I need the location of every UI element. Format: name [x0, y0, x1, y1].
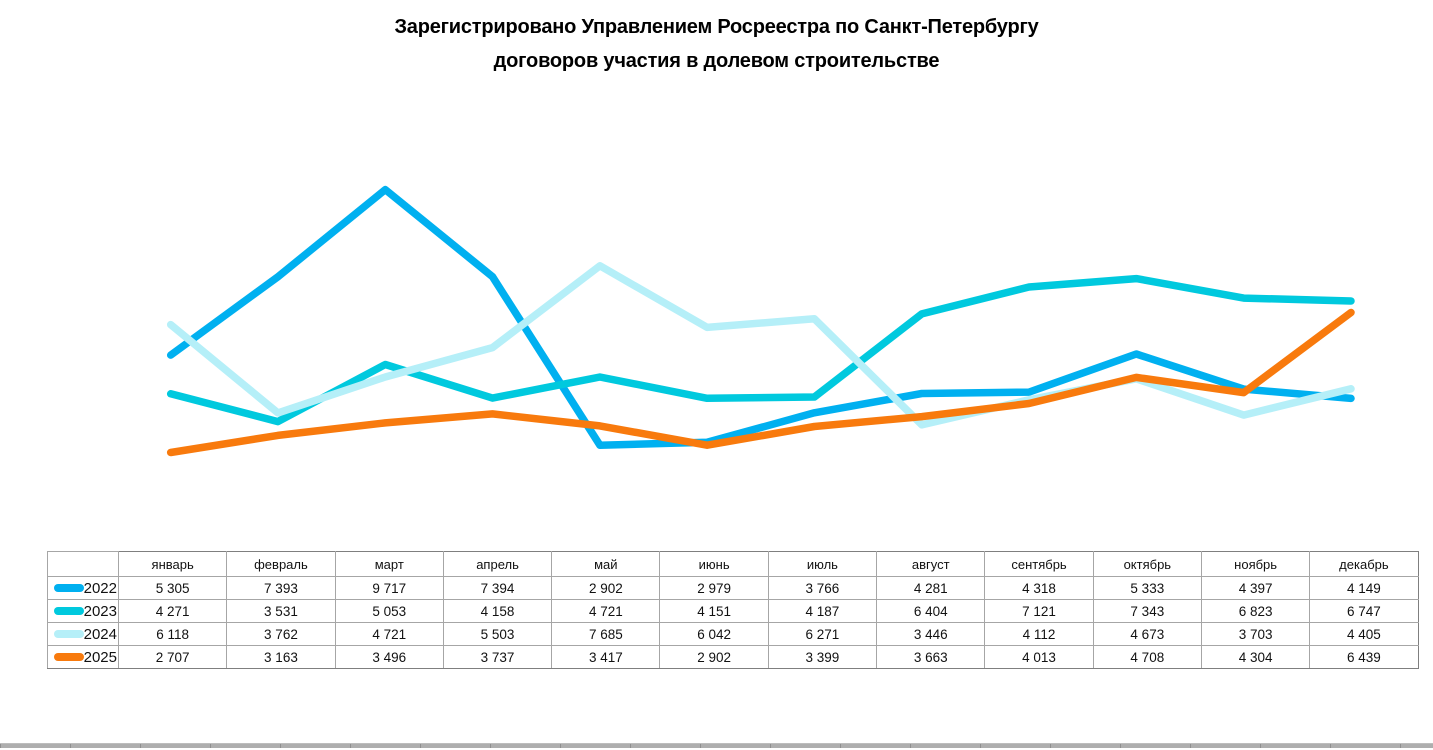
series-swatch-icon: [53, 607, 84, 615]
value-cell: 7 393: [226, 576, 336, 600]
legend-entry: 2023: [49, 602, 118, 620]
value-cell: 3 531: [226, 599, 336, 623]
value-cell: 9 717: [334, 576, 444, 600]
series-year-label: 2022: [83, 579, 117, 597]
month-header-cell: март: [334, 551, 444, 577]
month-header-cell: февраль: [226, 551, 336, 577]
series-year-label: 2023: [83, 602, 117, 620]
value-cell: 2 902: [659, 645, 769, 669]
value-cell: 4 708: [1092, 645, 1202, 669]
month-header-cell: апрель: [442, 551, 553, 577]
value-cell: 3 737: [442, 645, 553, 669]
value-cell: 6 823: [1200, 599, 1311, 623]
month-header-cell: октябрь: [1092, 551, 1202, 577]
series-year-label: 2024: [83, 625, 117, 643]
legend-cell-2022: 2022: [47, 576, 119, 600]
value-cell: 2 902: [551, 576, 661, 600]
month-header-cell: май: [551, 551, 661, 577]
series-swatch-icon: [53, 653, 84, 661]
value-cell: 3 399: [767, 645, 878, 669]
bottom-edge-strip: [0, 743, 1433, 748]
value-cell: 4 187: [767, 599, 878, 623]
value-cell: 5 053: [334, 599, 444, 623]
table-header-row: январь февраль март апрель май июнь июль август…: [47, 551, 1419, 577]
series-swatch-icon: [53, 584, 84, 592]
table-row-2022: 2022 5 305 7 393 9 717 7 394 2 902 2 979 3 766 4…: [47, 576, 1419, 600]
value-cell: 7 685: [551, 622, 661, 646]
table-row-2024: 2024 6 118 3 762 4 721 5 503 7 685 6 042 6 271 3…: [47, 622, 1419, 646]
value-cell: 4 673: [1092, 622, 1202, 646]
value-cell: 4 721: [334, 622, 444, 646]
legend-cell-2023: 2023: [47, 599, 119, 623]
value-cell: 7 343: [1092, 599, 1202, 623]
legend-cell-2025: 2025: [47, 645, 119, 669]
series-line-2025: [166, 308, 1355, 457]
legend-entry: 2024: [49, 625, 118, 643]
month-header-cell: сентябрь: [984, 551, 1094, 577]
series-swatch-icon: [53, 630, 84, 638]
value-cell: 4 304: [1200, 645, 1311, 669]
table-row-2023: 2023 4 271 3 531 5 053 4 158 4 721 4 151 4 187 6…: [47, 599, 1419, 623]
value-cell: 7 121: [984, 599, 1094, 623]
value-cell: 5 305: [117, 576, 228, 600]
legend-entry: 2025: [49, 648, 118, 666]
value-cell: 3 163: [226, 645, 336, 669]
data-table: январь февраль март апрель май июнь июль август…: [47, 551, 1419, 669]
chart-title-line1: Зарегистрировано Управлением Росреестра …: [394, 16, 1039, 38]
value-cell: 4 151: [659, 599, 769, 623]
value-cell: 4 112: [984, 622, 1094, 646]
month-header-cell: июль: [767, 551, 878, 577]
table-row-2025: 2025 2 707 3 163 3 496 3 737 3 417 2 902 3 399 3…: [47, 645, 1419, 669]
value-cell: 3 446: [876, 622, 986, 646]
value-cell: 3 496: [334, 645, 444, 669]
table-corner-cell: [47, 551, 119, 577]
series-year-label: 2025: [83, 648, 117, 666]
value-cell: 6 042: [659, 622, 769, 646]
value-cell: 6 439: [1309, 645, 1419, 669]
value-cell: 6 747: [1309, 599, 1419, 623]
legend-cell-2024: 2024: [47, 622, 119, 646]
value-cell: 3 762: [226, 622, 336, 646]
value-cell: 3 663: [876, 645, 986, 669]
value-cell: 6 271: [767, 622, 878, 646]
month-header-cell: ноябрь: [1200, 551, 1311, 577]
value-cell: 6 404: [876, 599, 986, 623]
value-cell: 3 703: [1200, 622, 1311, 646]
series-line-2022: [166, 185, 1355, 449]
value-cell: 3 417: [551, 645, 661, 669]
chart-title: Зарегистрировано Управлением Росреестра …: [0, 10, 1433, 78]
line-chart-plot-area: [166, 185, 1355, 457]
value-cell: 4 271: [117, 599, 228, 623]
value-cell: 4 318: [984, 576, 1094, 600]
value-cell: 4 405: [1309, 622, 1419, 646]
value-cell: 4 158: [442, 599, 553, 623]
chart-title-line2: договоров участия в долевом строительств…: [493, 50, 940, 72]
value-cell: 4 721: [551, 599, 661, 623]
value-cell: 5 503: [442, 622, 553, 646]
value-cell: 7 394: [442, 576, 553, 600]
value-cell: 4 149: [1309, 576, 1419, 600]
legend-entry: 2022: [49, 579, 118, 597]
series-line-2024: [166, 262, 1355, 429]
month-header-cell: июнь: [659, 551, 769, 577]
month-header-cell: январь: [117, 551, 228, 577]
month-header-cell: декабрь: [1309, 551, 1419, 577]
value-cell: 4 281: [876, 576, 986, 600]
value-cell: 2 707: [117, 645, 228, 669]
series-line-2023: [166, 274, 1355, 426]
value-cell: 4 397: [1200, 576, 1311, 600]
month-header-cell: август: [876, 551, 986, 577]
value-cell: 3 766: [767, 576, 878, 600]
value-cell: 4 013: [984, 645, 1094, 669]
value-cell: 5 333: [1092, 576, 1202, 600]
value-cell: 2 979: [659, 576, 769, 600]
value-cell: 6 118: [117, 622, 228, 646]
